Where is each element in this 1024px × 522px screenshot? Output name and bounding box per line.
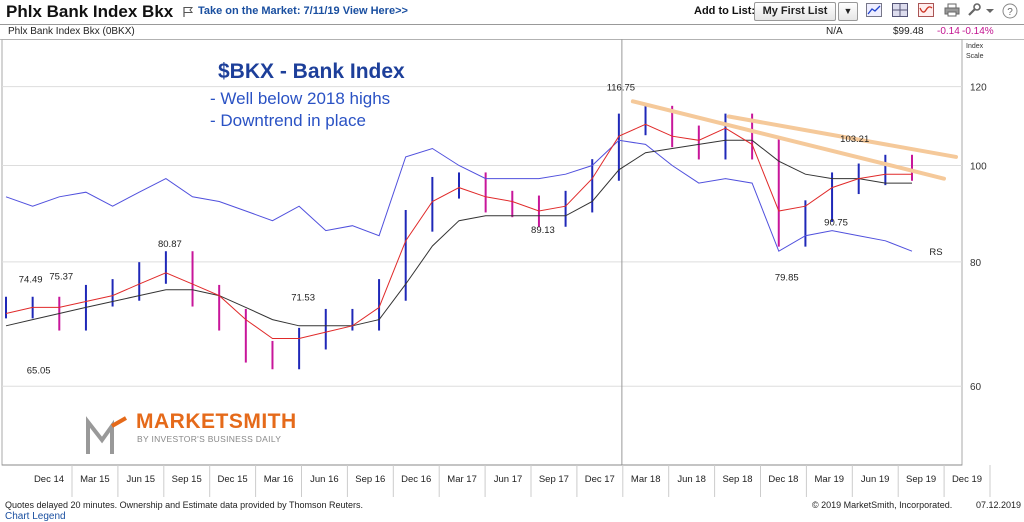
settings-arrow-icon[interactable] — [982, 3, 998, 18]
x-tick-label: Sep 19 — [906, 474, 936, 485]
top-bar: Phlx Bank Index Bkx Take on the Market: … — [0, 0, 1024, 24]
annotation-line-2: - Downtrend in place — [210, 111, 366, 130]
y-tick-label: 100 — [970, 161, 987, 172]
x-tick-label: Dec 17 — [585, 474, 615, 485]
y-tick-label: 60 — [970, 382, 982, 393]
annotation-title: $BKX - Bank Index — [218, 60, 405, 83]
y-tick-label: 80 — [970, 258, 982, 269]
price-annotation: 103.21 — [840, 134, 869, 145]
x-tick-label: Sep 15 — [172, 474, 202, 485]
price-annotation: 80.87 — [158, 239, 182, 250]
symbol-label: Phlx Bank Index Bkx (0BKX) — [8, 26, 135, 37]
price-annotation: 71.53 — [291, 292, 315, 303]
x-tick-label: Jun 19 — [861, 474, 890, 485]
change-value: -0.14 — [937, 26, 960, 37]
price-annotation: 90.75 — [824, 217, 848, 228]
price-annotation: RS — [929, 247, 942, 258]
trendline — [630, 99, 946, 181]
grid-view-icon[interactable] — [892, 3, 908, 18]
x-tick-label: Dec 15 — [218, 474, 248, 485]
price-annotation: 116.75 — [607, 83, 635, 94]
copyright-text: © 2019 MarketSmith, Incorporated. — [812, 500, 953, 510]
x-tick-label: Dec 14 — [34, 474, 64, 485]
x-tick-label: Sep 18 — [722, 474, 752, 485]
price-annotation: 65.05 — [27, 365, 51, 376]
rs-line — [5, 139, 913, 252]
print-icon[interactable] — [944, 3, 960, 18]
x-tick-label: Dec 18 — [768, 474, 798, 485]
x-tick-label: Mar 18 — [631, 474, 661, 485]
line-chart-icon[interactable] — [866, 3, 882, 18]
x-tick-label: Mar 16 — [264, 474, 294, 485]
x-tick-label: Jun 18 — [677, 474, 706, 485]
y-axis-label: Scale — [966, 53, 984, 60]
wave-chart-icon[interactable] — [918, 3, 934, 18]
promo-link[interactable]: Take on the Market: 7/11/19 View Here>> — [198, 5, 408, 17]
x-tick-label: Mar 19 — [815, 474, 845, 485]
quote-bar: Phlx Bank Index Bkx (0BKX) N/A $99.48 -0… — [0, 24, 1024, 40]
price-annotation: 75.37 — [49, 272, 73, 283]
add-to-list-label: Add to List: — [694, 5, 756, 17]
price-value: $99.48 — [893, 26, 924, 37]
price-annotation: 79.85 — [775, 273, 799, 284]
annotation-line-1: - Well below 2018 highs — [210, 89, 391, 108]
trendline — [726, 114, 958, 159]
na-value: N/A — [826, 26, 843, 37]
chart-date: 07.12.2019 — [976, 500, 1022, 510]
data-disclaimer: Quotes delayed 20 minutes. Ownership and… — [5, 500, 364, 510]
x-tick-label: Dec 16 — [401, 474, 431, 485]
x-tick-label: Sep 17 — [539, 474, 569, 485]
x-tick-label: Jun 16 — [310, 474, 339, 485]
plot-frame — [1, 39, 963, 466]
moving-average-long-line — [5, 139, 912, 327]
help-icon[interactable]: ? — [1002, 3, 1018, 19]
flag-icon[interactable] — [182, 6, 194, 18]
wrench-icon[interactable] — [966, 3, 982, 18]
page-title: Phlx Bank Index Bkx — [6, 2, 174, 21]
marketsmith-logo-icon — [86, 416, 127, 454]
change-percent-value: -0.14% — [962, 26, 994, 37]
y-tick-label: 120 — [970, 83, 987, 94]
y-axis-label: Index — [966, 43, 984, 50]
price-chart[interactable]: 60 80 100 120 Index Scale Dec 14 Mar 15 Jun 15 Se… — [0, 39, 1024, 497]
x-tick-label: Dec 19 — [952, 474, 982, 485]
x-tick-label: Jun 17 — [494, 474, 523, 485]
list-select[interactable]: My First List — [754, 2, 836, 21]
logo-wordmark: MARKETSMITH — [136, 410, 297, 433]
x-tick-label: Mar 17 — [447, 474, 477, 485]
price-annotation: 89.13 — [531, 225, 555, 236]
price-annotation: 74.49 — [19, 275, 43, 286]
x-tick-label: Sep 16 — [355, 474, 385, 485]
svg-text:?: ? — [1007, 7, 1013, 18]
x-tick-label: Mar 15 — [80, 474, 110, 485]
moving-average-short-line — [5, 123, 912, 339]
chevron-down-icon[interactable]: ▼ — [838, 2, 858, 21]
logo-tagline: BY INVESTOR'S BUSINESS DAILY — [137, 434, 282, 444]
x-tick-label: Jun 15 — [127, 474, 156, 485]
chart-legend-link[interactable]: Chart Legend — [5, 511, 66, 522]
